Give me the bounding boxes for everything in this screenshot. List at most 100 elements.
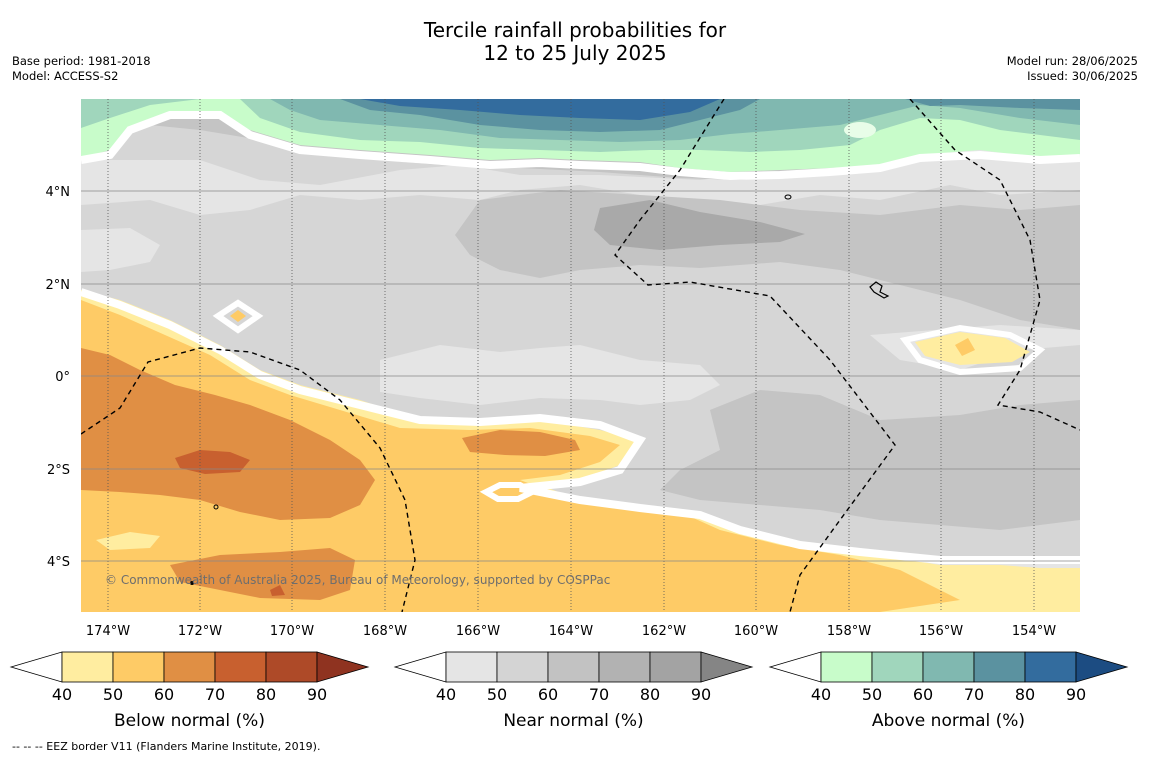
colorbar-segment [112, 651, 165, 683]
title-line-1: Tercile rainfall probabilities for [423, 18, 727, 42]
issued-text: Issued: 30/06/2025 [1027, 69, 1138, 83]
colorbar-over-triangle [316, 651, 370, 683]
eez-border [81, 347, 416, 612]
eez-border [614, 99, 896, 612]
island-outline [869, 281, 890, 299]
colorbar-under-triangle [768, 651, 822, 683]
colorbar-tick-label: 60 [154, 685, 174, 704]
longitude-label: 164°W [549, 624, 593, 639]
colorbar-segment [496, 651, 549, 683]
colorbar-tick-label: 40 [811, 685, 831, 704]
no-dominant-ring [479, 482, 539, 502]
colorbar-segment [547, 651, 600, 683]
colorbar-title: Above normal (%) [872, 711, 1025, 731]
colorbar: 40 50 60 70 80 90 Below normal (%) [9, 651, 370, 731]
colorbar-tick-label: 40 [436, 685, 456, 704]
longitude-label: 168°W [363, 624, 407, 639]
colorbar-tick-label: 40 [52, 685, 72, 704]
below-normal-70-80 [270, 585, 285, 596]
longitude-label: 166°W [456, 624, 500, 639]
colorbar-segment [445, 651, 498, 683]
colorbar-tick-label: 90 [307, 685, 327, 704]
title-line-2: 12 to 25 July 2025 [483, 41, 667, 65]
latitude-label: 2°N [46, 278, 71, 293]
colorbar: 40 50 60 70 80 90 Above normal (%) [768, 651, 1129, 731]
colorbar-tick-label: 90 [691, 685, 711, 704]
colorbar-tick-label: 80 [640, 685, 660, 704]
latitude-label: 4°S [47, 555, 70, 570]
colorbar-tick-label: 70 [589, 685, 609, 704]
above-normal-70-80 [905, 99, 1080, 110]
colorbar-over-triangle [1075, 651, 1129, 683]
island-outline [213, 504, 219, 510]
above-normal-80-90 [360, 99, 720, 120]
colorbar-segment [265, 651, 318, 683]
colorbar-title: Near normal (%) [503, 711, 643, 731]
longitude-label: 162°W [642, 624, 686, 639]
colorbar-tick-label: 60 [538, 685, 558, 704]
colorbar-segment [973, 651, 1026, 683]
near-normal-medium-patch [660, 390, 1080, 530]
below-normal-60-70 [81, 348, 375, 520]
colorbar-segment [871, 651, 924, 683]
longitude-label: 172°W [178, 624, 222, 639]
longitude-label: 154°W [1012, 624, 1056, 639]
colorbar-segment [61, 651, 114, 683]
model-run-text: Model run: 28/06/2025 [1006, 54, 1138, 68]
colorbar-tick-label: 80 [1015, 685, 1035, 704]
below-normal-70-80 [175, 450, 250, 474]
longitude-label: 170°W [270, 624, 314, 639]
base-period-text: Base period: 1981-2018 [12, 54, 151, 68]
near-normal-light-patch [380, 345, 720, 405]
colorbar-segment [922, 651, 975, 683]
colorbar-tick-label: 50 [103, 685, 123, 704]
no-dominant-ring [212, 299, 264, 334]
near-normal-light-patch [81, 228, 160, 272]
colorbar-tick-label: 50 [862, 685, 882, 704]
below-normal-isolated-patch [1000, 570, 1080, 612]
model-text: Model: ACCESS-S2 [12, 69, 119, 83]
longitude-label: 174°W [86, 624, 130, 639]
graticule [81, 99, 1080, 612]
map-plot-area: © Commonwealth of Australia 2025, Bureau… [81, 99, 1080, 612]
no-dominant-boundary [81, 111, 1080, 181]
no-dominant-boundary [81, 288, 1080, 564]
eez-footnote: -- -- -- EEZ border V11 (Flanders Marine… [12, 740, 321, 753]
left-metadata: Base period: 1981-2018 Model: ACCESS-S2 [12, 54, 151, 84]
colorbar-title: Below normal (%) [114, 711, 265, 731]
below-normal-isolated-patch [96, 532, 160, 550]
latitude-label: 4°N [46, 185, 71, 200]
colorbar-tick-label: 80 [256, 685, 276, 704]
below-normal-isolated-patch [230, 310, 246, 322]
near-normal-light-patch [81, 140, 1080, 215]
colorbar-tick-label: 60 [913, 685, 933, 704]
no-dominant-ring [899, 324, 1046, 376]
copyright-text: © Commonwealth of Australia 2025, Bureau… [105, 573, 610, 587]
latitude-label: 0° [55, 370, 70, 385]
rainfall-map: © Commonwealth of Australia 2025, Bureau… [9, 99, 1129, 731]
below-normal-60-70 [462, 430, 580, 456]
colorbar-segment [649, 651, 702, 683]
above-normal-small-patch [844, 122, 876, 138]
right-metadata: Model run: 28/06/2025 Issued: 30/06/2025 [1007, 54, 1138, 84]
latitude-label: 2°S [47, 463, 70, 478]
colorbars: 40 50 60 70 80 90 Below normal (%) 40 50 60 70 80 90… [9, 651, 1129, 731]
latitude-labels: 4°N 2°N 0° 2°S 4°S [46, 185, 71, 570]
colorbar-segment [214, 651, 267, 683]
colorbar-tick-label: 70 [964, 685, 984, 704]
colorbar-over-triangle [700, 651, 754, 683]
below-normal-50-60 [81, 300, 960, 612]
colorbar-segment [163, 651, 216, 683]
below-normal-isolated-patch [955, 338, 975, 356]
island-outline [784, 194, 792, 200]
colorbar-under-triangle [9, 651, 63, 683]
colorbar-segment [1024, 651, 1077, 683]
colorbar-under-triangle [393, 651, 447, 683]
longitude-labels: 174°W 172°W 170°W 168°W 166°W 164°W 162°W 160°W… [86, 624, 1056, 639]
colorbar-tick-label: 90 [1066, 685, 1086, 704]
map-title: Tercile rainfall probabilities for 12 to… [0, 19, 1150, 65]
colorbar-tick-label: 70 [205, 685, 225, 704]
colorbar-tick-label: 50 [487, 685, 507, 704]
eez-borders [81, 99, 1080, 612]
longitude-label: 158°W [827, 624, 871, 639]
